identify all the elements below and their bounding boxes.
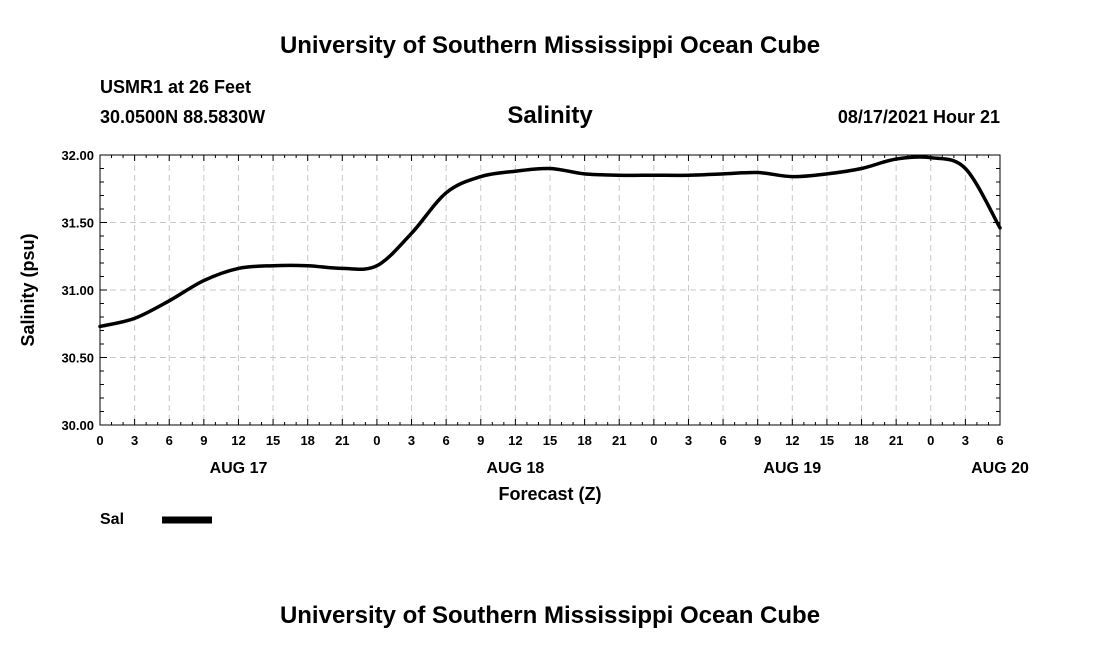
x-tick-label: 18: [300, 433, 314, 448]
x-tick-label: 21: [335, 433, 349, 448]
x-tick-label: 3: [685, 433, 692, 448]
x-tick-label: 3: [962, 433, 969, 448]
x-tick-label: 6: [443, 433, 450, 448]
x-tick-label: 18: [854, 433, 868, 448]
x-tick-label: 18: [577, 433, 591, 448]
datetime-label: 08/17/2021 Hour 21: [837, 107, 1000, 127]
date-labels: AUG 17 AUG 18 AUG 19 AUG 20: [210, 460, 1029, 477]
date-label: AUG 20: [971, 460, 1029, 477]
report-title-bottom: University of Southern Mississippi Ocean…: [279, 602, 821, 629]
legend-label: Sal: [100, 511, 124, 528]
x-tick-label: 15: [266, 433, 280, 448]
date-label: AUG 17: [210, 460, 268, 477]
date-label: AUG 18: [486, 460, 544, 477]
salinity-series-line: [98, 155, 1002, 329]
plot-frame: [99, 154, 1001, 426]
x-tick-label: 0: [650, 433, 657, 448]
x-tick-label: 6: [996, 433, 1003, 448]
y-tick-label: 32.00: [61, 148, 94, 163]
x-tick-label: 0: [927, 433, 934, 448]
x-tick-labels: 0 3 6 9 12 15 18 21 0 3 6 9 12 15 18 21 0 3 6 9 12 15 18 21 0 3 6: [96, 433, 1003, 448]
y-tick-label: 31.00: [61, 283, 94, 298]
x-tick-label: 6: [166, 433, 173, 448]
y-tick-label: 30.00: [61, 418, 94, 433]
x-tick-label: 3: [131, 433, 138, 448]
x-tick-label: 6: [719, 433, 726, 448]
x-tick-label: 15: [820, 433, 834, 448]
station-label: USMR1 at 26 Feet: [100, 77, 252, 97]
x-tick-label: 9: [754, 433, 761, 448]
coordinates-label: 30.0500N 88.5830W: [100, 107, 266, 127]
x-tick-label: 12: [785, 433, 799, 448]
report-title-top: University of Southern Mississippi Ocean…: [279, 32, 821, 59]
x-tick-label: 12: [508, 433, 522, 448]
x-tick-label: 21: [889, 433, 903, 448]
x-axis-title: Forecast (Z): [498, 484, 601, 504]
x-tick-label: 0: [96, 433, 103, 448]
x-tick-label: 15: [543, 433, 557, 448]
chart-grid: [100, 155, 1000, 425]
y-axis-title: Salinity (psu): [18, 233, 38, 346]
x-tick-label: 9: [477, 433, 484, 448]
x-tick-label: 3: [408, 433, 415, 448]
x-tick-label: 9: [200, 433, 207, 448]
x-tick-label: 21: [612, 433, 626, 448]
date-label: AUG 19: [763, 460, 821, 477]
chart-title: Salinity: [507, 102, 593, 129]
y-tick-label: 31.50: [61, 216, 94, 231]
y-tick-labels: 30.00 30.50 31.00 31.50 32.00: [61, 148, 94, 433]
x-tick-label: 0: [373, 433, 380, 448]
y-tick-label: 30.50: [61, 351, 94, 366]
x-tick-label: 12: [231, 433, 245, 448]
